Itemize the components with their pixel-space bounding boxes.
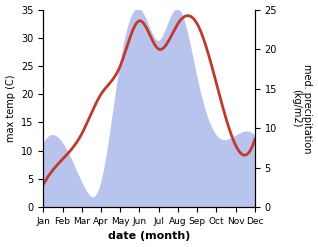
- X-axis label: date (month): date (month): [108, 231, 190, 242]
- Y-axis label: max temp (C): max temp (C): [5, 75, 16, 142]
- Y-axis label: med. precipitation
(kg/m2): med. precipitation (kg/m2): [291, 64, 313, 153]
